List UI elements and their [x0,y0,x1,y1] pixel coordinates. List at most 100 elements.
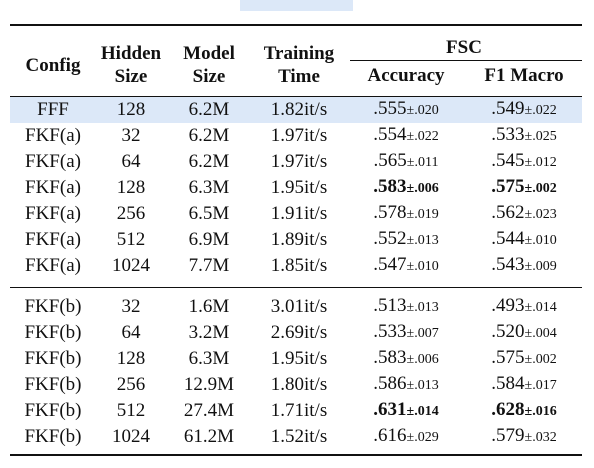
cell-f1-macro-value: .584 [491,373,525,394]
cell-accuracy-value: .616 [373,425,407,446]
cell-model-size: 12.9M [183,374,235,395]
cell-accuracy-stddev: ±.020 [406,103,439,118]
cell-training-time: 2.69it/s [270,322,328,343]
table-row: FKF(b) 128 6.3M 1.95it/s .583±.006.575±.002 [10,346,582,372]
cell-f1-macro-stddev: ±.002 [524,181,557,196]
cell-accuracy-stddev: ±.029 [406,430,439,445]
table-row: FKF(b) 64 3.2M 2.69it/s .533±.007.520±.004 [10,320,582,346]
table-row: FKF(a) 256 6.5M 1.91it/s .578±.019.562±.023 [10,201,582,227]
cell-accuracy: .565±.011 [346,149,466,175]
cell-f1-macro-stddev: ±.010 [524,233,557,248]
cell-model-size: 6.2M [166,96,252,123]
cell-f1-macro-value: .579 [491,425,525,446]
group-underline [350,60,582,61]
cell-training-time: 1.52it/s [252,424,346,456]
cell-hidden-size: 256 [116,203,146,224]
cell-hidden-size: 32 [121,125,141,146]
cell-training-time: 1.97it/s [270,151,328,172]
cell-config: FKF(b) [10,424,96,456]
cell-f1-macro-value: .549 [491,98,525,119]
cell-f1-macro-stddev: ±.025 [524,129,557,144]
table-row: FKF(b) 256 12.9M 1.80it/s .586±.013.584±.017 [10,372,582,398]
cell-f1-macro-value: .520 [491,321,525,342]
cell-accuracy-value: .586 [373,373,407,394]
cell-accuracy: .578±.019 [346,201,466,227]
cell-model-size: 7.7M [188,255,230,276]
cell-model-size: 27.4M [183,400,235,421]
cell-training-time: 1.82it/s [252,96,346,123]
header-model-size: Model Size [166,24,252,97]
cell-f1-macro: .520±.004 [466,320,582,346]
cell-accuracy-value: .583 [373,176,407,197]
header-group-fsc-label: FSC [446,36,482,58]
cell-f1-macro-value: .575 [491,176,525,197]
cell-config: FKF(a) [25,125,81,146]
table-row: FKF(a) 512 6.9M 1.89it/s .552±.013.544±.010 [10,227,582,253]
table-row: FKF(b) 1024 61.2M 1.52it/s .616±.029.579±.03… [10,424,582,456]
cell-f1-macro-stddev: ±.004 [524,326,557,341]
results-table-frame: Config Hidden Size Model Size Training T… [10,24,582,456]
cell-model-size: 6.5M [188,203,230,224]
cell-accuracy-stddev: ±.006 [406,352,439,367]
cell-hidden-size: 128 [116,177,146,198]
table-header: Config Hidden Size Model Size Training T… [10,24,582,97]
cell-hidden-size: 64 [121,151,141,172]
previous-text-fragment [0,0,594,14]
cell-f1-macro-stddev: ±.023 [524,207,557,222]
cell-accuracy-stddev: ±.006 [406,181,439,196]
cell-accuracy-value: .555 [373,98,407,119]
table-row: FKF(b) 32 1.6M 3.01it/s .513±.013.493±.014 [10,287,582,320]
cell-f1-macro-stddev: ±.017 [524,378,557,393]
cell-f1-macro-stddev: ±.016 [524,404,557,419]
cell-accuracy-stddev: ±.022 [406,129,439,144]
cell-f1-macro-value: .543 [491,254,525,275]
cell-f1-macro-stddev: ±.009 [524,259,557,274]
cell-model-size: 61.2M [166,424,252,456]
cell-accuracy: .533±.007 [346,320,466,346]
cell-training-time: 3.01it/s [252,287,346,320]
cell-accuracy: .552±.013 [346,227,466,253]
cell-model-size: 6.2M [188,151,230,172]
cell-accuracy-stddev: ±.019 [406,207,439,222]
header-accuracy: Accuracy [367,64,445,86]
cell-config: FKF(a) [25,255,81,276]
cell-accuracy-value: .583 [373,347,407,368]
table-row: FKF(b) 512 27.4M 1.71it/s .631±.014.628±.016 [10,398,582,424]
cell-hidden-size: 1024 [96,424,166,456]
cell-f1-macro: .575±.002 [466,346,582,372]
cell-f1-macro-stddev: ±.002 [524,352,557,367]
cell-accuracy-stddev: ±.014 [406,404,439,419]
cell-config: FKF(b) [24,400,82,421]
cell-config: FKF(a) [25,203,81,224]
cell-accuracy-value: .554 [373,124,407,145]
caption-highlight [240,0,353,11]
cell-f1-macro-stddev: ±.012 [524,155,557,170]
cell-accuracy-value: .631 [373,399,407,420]
table-row: FKF(a) 128 6.3M 1.95it/s .583±.006.575±.002 [10,175,582,201]
cell-f1-macro: .562±.023 [466,201,582,227]
cell-accuracy: .616±.029 [346,424,466,456]
cell-f1-macro: .579±.032 [466,424,582,456]
cell-training-time: 1.91it/s [270,203,328,224]
cell-training-time: 1.97it/s [270,125,328,146]
cell-model-size: 6.3M [188,177,230,198]
header-f1-macro: F1 Macro [484,64,564,86]
cell-config: FFF [10,96,96,123]
cell-model-size: 6.2M [188,125,230,146]
cell-accuracy-stddev: ±.010 [406,259,439,274]
cell-config: FKF(a) [25,229,81,250]
cell-f1-macro: .549±.022 [466,96,582,123]
table-row: FKF(a) 64 6.2M 1.97it/s .565±.011.545±.012 [10,149,582,175]
cell-f1-macro-value: .533 [491,124,525,145]
cell-hidden-size: 512 [116,229,146,250]
cell-accuracy: .554±.022 [346,123,466,149]
cell-accuracy-value: .552 [373,228,407,249]
cell-model-size: 6.9M [188,229,230,250]
cell-hidden-size: 128 [96,96,166,123]
cell-config: FKF(a) [25,151,81,172]
cell-hidden-size: 1024 [112,255,150,276]
cell-accuracy-stddev: ±.013 [406,233,439,248]
cell-hidden-size: 32 [96,287,166,320]
cell-training-time: 1.95it/s [270,177,328,198]
cell-accuracy-value: .565 [373,150,407,171]
